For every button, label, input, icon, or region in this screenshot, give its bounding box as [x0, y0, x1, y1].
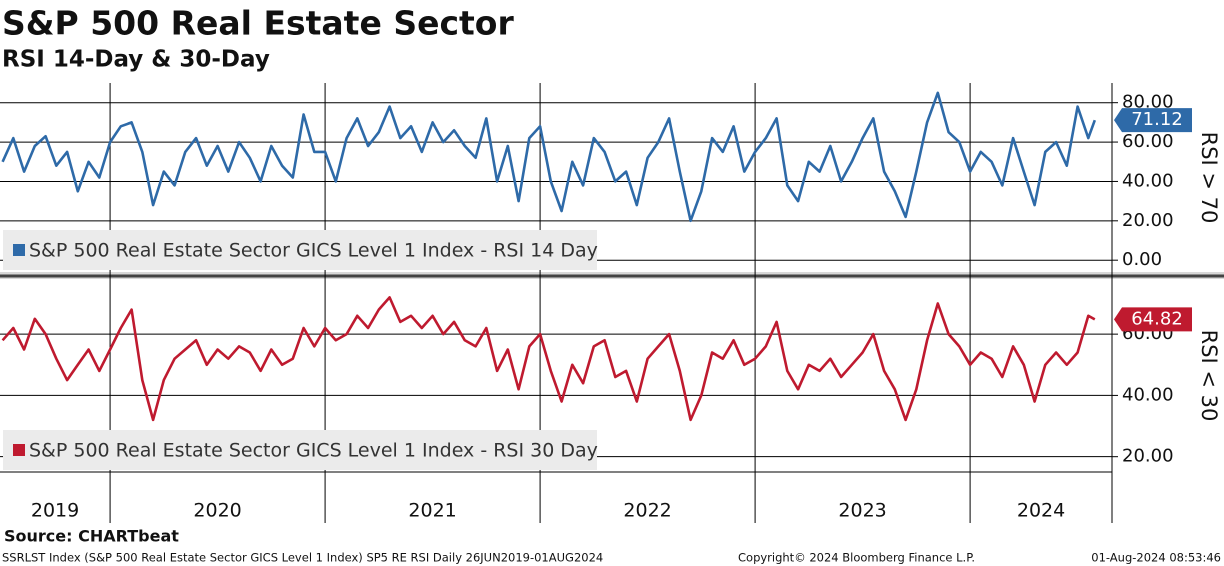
source: Source: CHARTbeat	[4, 527, 179, 546]
x-tick-label: 2020	[193, 500, 241, 522]
x-tick-label: 2023	[838, 500, 886, 522]
y-tick-label: 0.00	[1122, 249, 1162, 270]
legend-label: S&P 500 Real Estate Sector GICS Level 1 …	[29, 440, 598, 462]
legend-box	[3, 230, 597, 270]
last-value-box	[1114, 307, 1192, 332]
y-tick-label: 40.00	[1122, 170, 1174, 191]
y-tick-label: 80.00	[1122, 92, 1174, 113]
y-tick-label: 20.00	[1122, 210, 1174, 231]
x-tick-label: 2019	[31, 500, 79, 522]
x-tick-label: 2022	[623, 500, 671, 522]
last-value-label: 71.12	[1131, 109, 1183, 130]
y-axis-title: RSI < 30	[1197, 330, 1221, 422]
footer-center: Copyright© 2024 Bloomberg Finance L.P.	[738, 551, 975, 565]
legend-box	[3, 430, 597, 470]
rsi-line	[1, 91, 1097, 223]
footer-left: SSRLST Index (S&P 500 Real Estate Sector…	[2, 551, 603, 565]
legend-swatch	[13, 244, 25, 256]
chart-subtitle: RSI 14-Day & 30-Day	[2, 47, 270, 73]
y-tick-label: 40.00	[1122, 384, 1174, 405]
legend-label: S&P 500 Real Estate Sector GICS Level 1 …	[29, 240, 598, 262]
x-tick-label: 2021	[408, 500, 456, 522]
last-value-box	[1114, 108, 1192, 133]
x-tick-label: 2024	[1017, 500, 1065, 522]
chart-title: S&P 500 Real Estate Sector	[2, 4, 514, 43]
last-value-label: 64.82	[1131, 308, 1183, 329]
legend-swatch	[13, 444, 25, 456]
y-tick-label: 60.00	[1122, 131, 1174, 152]
y-tick-label: 20.00	[1122, 446, 1174, 467]
footer-right: 01-Aug-2024 08:53:46	[1091, 551, 1221, 565]
y-axis-title: RSI > 70	[1197, 132, 1221, 224]
rsi-line	[1, 296, 1096, 422]
